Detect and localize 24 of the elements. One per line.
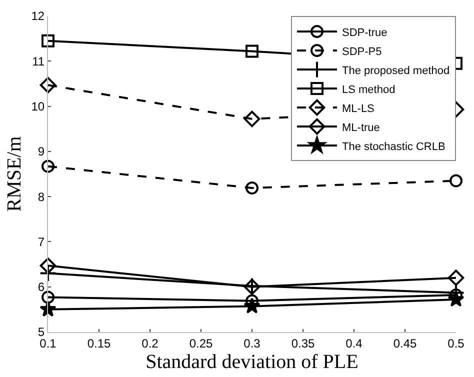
legend-label: SDP-P5 <box>342 46 382 58</box>
x-tick-label: 0.35 <box>291 336 315 350</box>
y-tick-label: 12 <box>31 9 45 24</box>
legend-label: The proposed method <box>342 64 450 77</box>
y-tick-label: 10 <box>31 99 45 114</box>
x-tick-label: 0.5 <box>448 336 465 350</box>
x-tick-label: 0.15 <box>87 336 111 350</box>
x-tick-label: 0.45 <box>393 336 417 350</box>
legend-label: ML-true <box>342 122 380 134</box>
legend-label: SDP-true <box>342 26 388 39</box>
x-axis-title: Standard deviation of PLE <box>146 350 358 373</box>
x-tick-label: 0.4 <box>346 336 363 350</box>
legend-label: The stochastic CRLB <box>342 140 446 153</box>
x-tick-label: 0.25 <box>189 336 213 350</box>
legend-label: ML-LS <box>342 102 374 115</box>
y-tick-label: 11 <box>32 54 45 68</box>
y-tick-label: 7 <box>38 234 45 249</box>
x-tick-label: 0.2 <box>142 336 159 350</box>
x-tick-label: 0.3 <box>244 336 261 350</box>
y-tick-label: 8 <box>38 190 45 204</box>
y-axis-title: RMSE/m <box>4 136 26 212</box>
y-tick-label: 9 <box>38 144 45 159</box>
y-tick-label: 6 <box>38 280 45 294</box>
legend-label: LS method <box>342 84 396 96</box>
